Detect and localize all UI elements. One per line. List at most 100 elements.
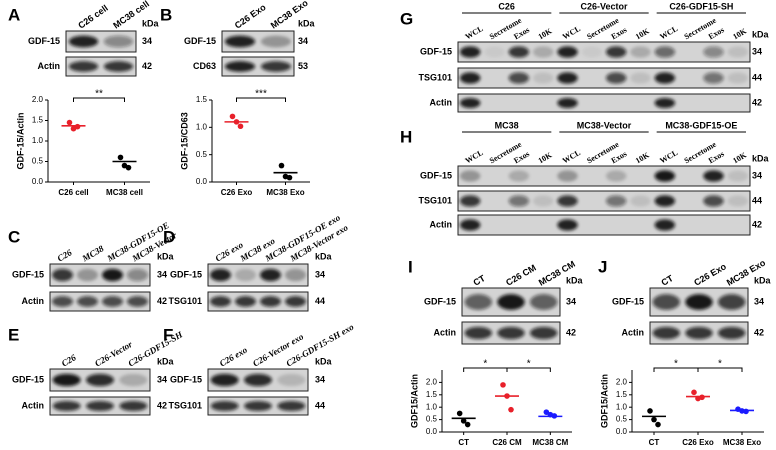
row-label: GDF-15 — [420, 170, 452, 180]
band — [127, 296, 148, 307]
data-point — [66, 119, 73, 126]
band — [532, 46, 554, 58]
group-header: C26-Vector — [580, 1, 628, 11]
kda-unit: kDa — [315, 251, 333, 261]
row-label: CD63 — [193, 61, 216, 71]
lane-label: C26 exo — [218, 344, 250, 368]
data-point — [237, 123, 244, 130]
data-point — [647, 408, 653, 414]
x-tick-label: C26 Exo — [682, 438, 714, 447]
band — [654, 97, 676, 109]
band — [605, 170, 627, 182]
panel-label: C — [8, 227, 20, 246]
y-axis-label: GDF-15/Actin — [15, 112, 25, 169]
blot-bands — [68, 35, 134, 48]
y-tick-label: 0.5 — [616, 415, 628, 424]
band — [86, 400, 114, 412]
x-tick-label: MC38 CM — [532, 438, 568, 447]
row-kda: 42 — [754, 327, 764, 337]
x-tick-label: MC38 cell — [106, 188, 143, 197]
blot-bands — [210, 400, 306, 412]
data-point — [278, 162, 285, 169]
y-tick-label: 1.0 — [196, 122, 208, 131]
data-point — [464, 421, 471, 428]
band — [630, 46, 651, 58]
x-tick-label: C26 CM — [492, 438, 522, 447]
row-label: GDF-15 — [170, 374, 202, 384]
row-kda: 44 — [752, 72, 762, 82]
band — [285, 296, 306, 307]
blot-strip — [457, 214, 751, 236]
blot-strip — [207, 263, 309, 287]
row-kda: 42 — [752, 219, 762, 229]
data-point — [743, 408, 749, 415]
band — [119, 373, 148, 387]
data-point — [500, 382, 506, 388]
row-label: Actin — [22, 400, 45, 410]
row-kda: 42 — [157, 296, 167, 306]
band — [654, 219, 676, 231]
row-kda: 44 — [315, 296, 325, 306]
data-point — [125, 164, 132, 171]
row-label: GDF-15 — [424, 296, 456, 306]
y-tick-label: 1.0 — [32, 136, 44, 145]
blot-bands — [224, 35, 292, 48]
data-point — [229, 113, 236, 120]
lane-label: WCL — [561, 24, 582, 41]
row-kda: 34 — [315, 269, 325, 279]
band — [68, 61, 99, 72]
band — [244, 400, 272, 412]
significance-label: ** — [95, 89, 103, 100]
significance-label: * — [718, 359, 722, 370]
row-kda: 34 — [157, 374, 167, 384]
band — [581, 46, 603, 58]
band — [464, 294, 493, 310]
group-header: MC38 — [495, 120, 519, 130]
y-tick-label: 0.5 — [32, 157, 44, 166]
band — [685, 326, 713, 340]
blot-bands — [210, 296, 306, 307]
blot-strip — [457, 41, 751, 63]
significance-bracket — [236, 97, 286, 102]
band — [235, 296, 256, 307]
row-label: TSG101 — [418, 195, 452, 205]
x-tick-label: MC38 Exo — [266, 188, 304, 197]
kda-unit: kDa — [142, 18, 160, 28]
blot-bands — [464, 326, 558, 340]
band — [557, 97, 578, 109]
band — [529, 294, 558, 310]
blot-bands — [459, 195, 749, 207]
blot-strip — [457, 190, 751, 212]
band — [103, 61, 134, 72]
band — [77, 268, 98, 282]
blot-bands — [459, 72, 749, 84]
blot-bands — [459, 219, 676, 231]
band — [703, 72, 724, 84]
band — [68, 35, 99, 48]
kda-unit: kDa — [298, 18, 316, 28]
group-header: C26-GDF15-SH — [669, 1, 733, 11]
data-point — [691, 389, 697, 396]
blot-bands — [459, 97, 676, 109]
band — [86, 373, 114, 387]
panel-label: D — [163, 227, 175, 246]
blot-bands — [464, 294, 558, 310]
lane-label: CT — [472, 273, 488, 288]
band — [654, 72, 676, 84]
lane-label: C26 Exo — [692, 261, 728, 288]
band — [260, 268, 281, 282]
blot-bands — [224, 61, 292, 72]
lane-label: 10K — [731, 26, 748, 41]
lane-label: C26 cell — [76, 3, 110, 31]
lane-label: 10K — [731, 150, 748, 165]
blot-bands — [52, 268, 148, 282]
significance-label: *** — [255, 89, 267, 100]
band — [459, 46, 481, 58]
significance-bracket — [697, 367, 743, 372]
blot-bands — [652, 326, 746, 340]
band — [497, 326, 525, 340]
band — [654, 170, 676, 182]
band — [102, 268, 123, 282]
kda-unit: kDa — [752, 29, 770, 39]
